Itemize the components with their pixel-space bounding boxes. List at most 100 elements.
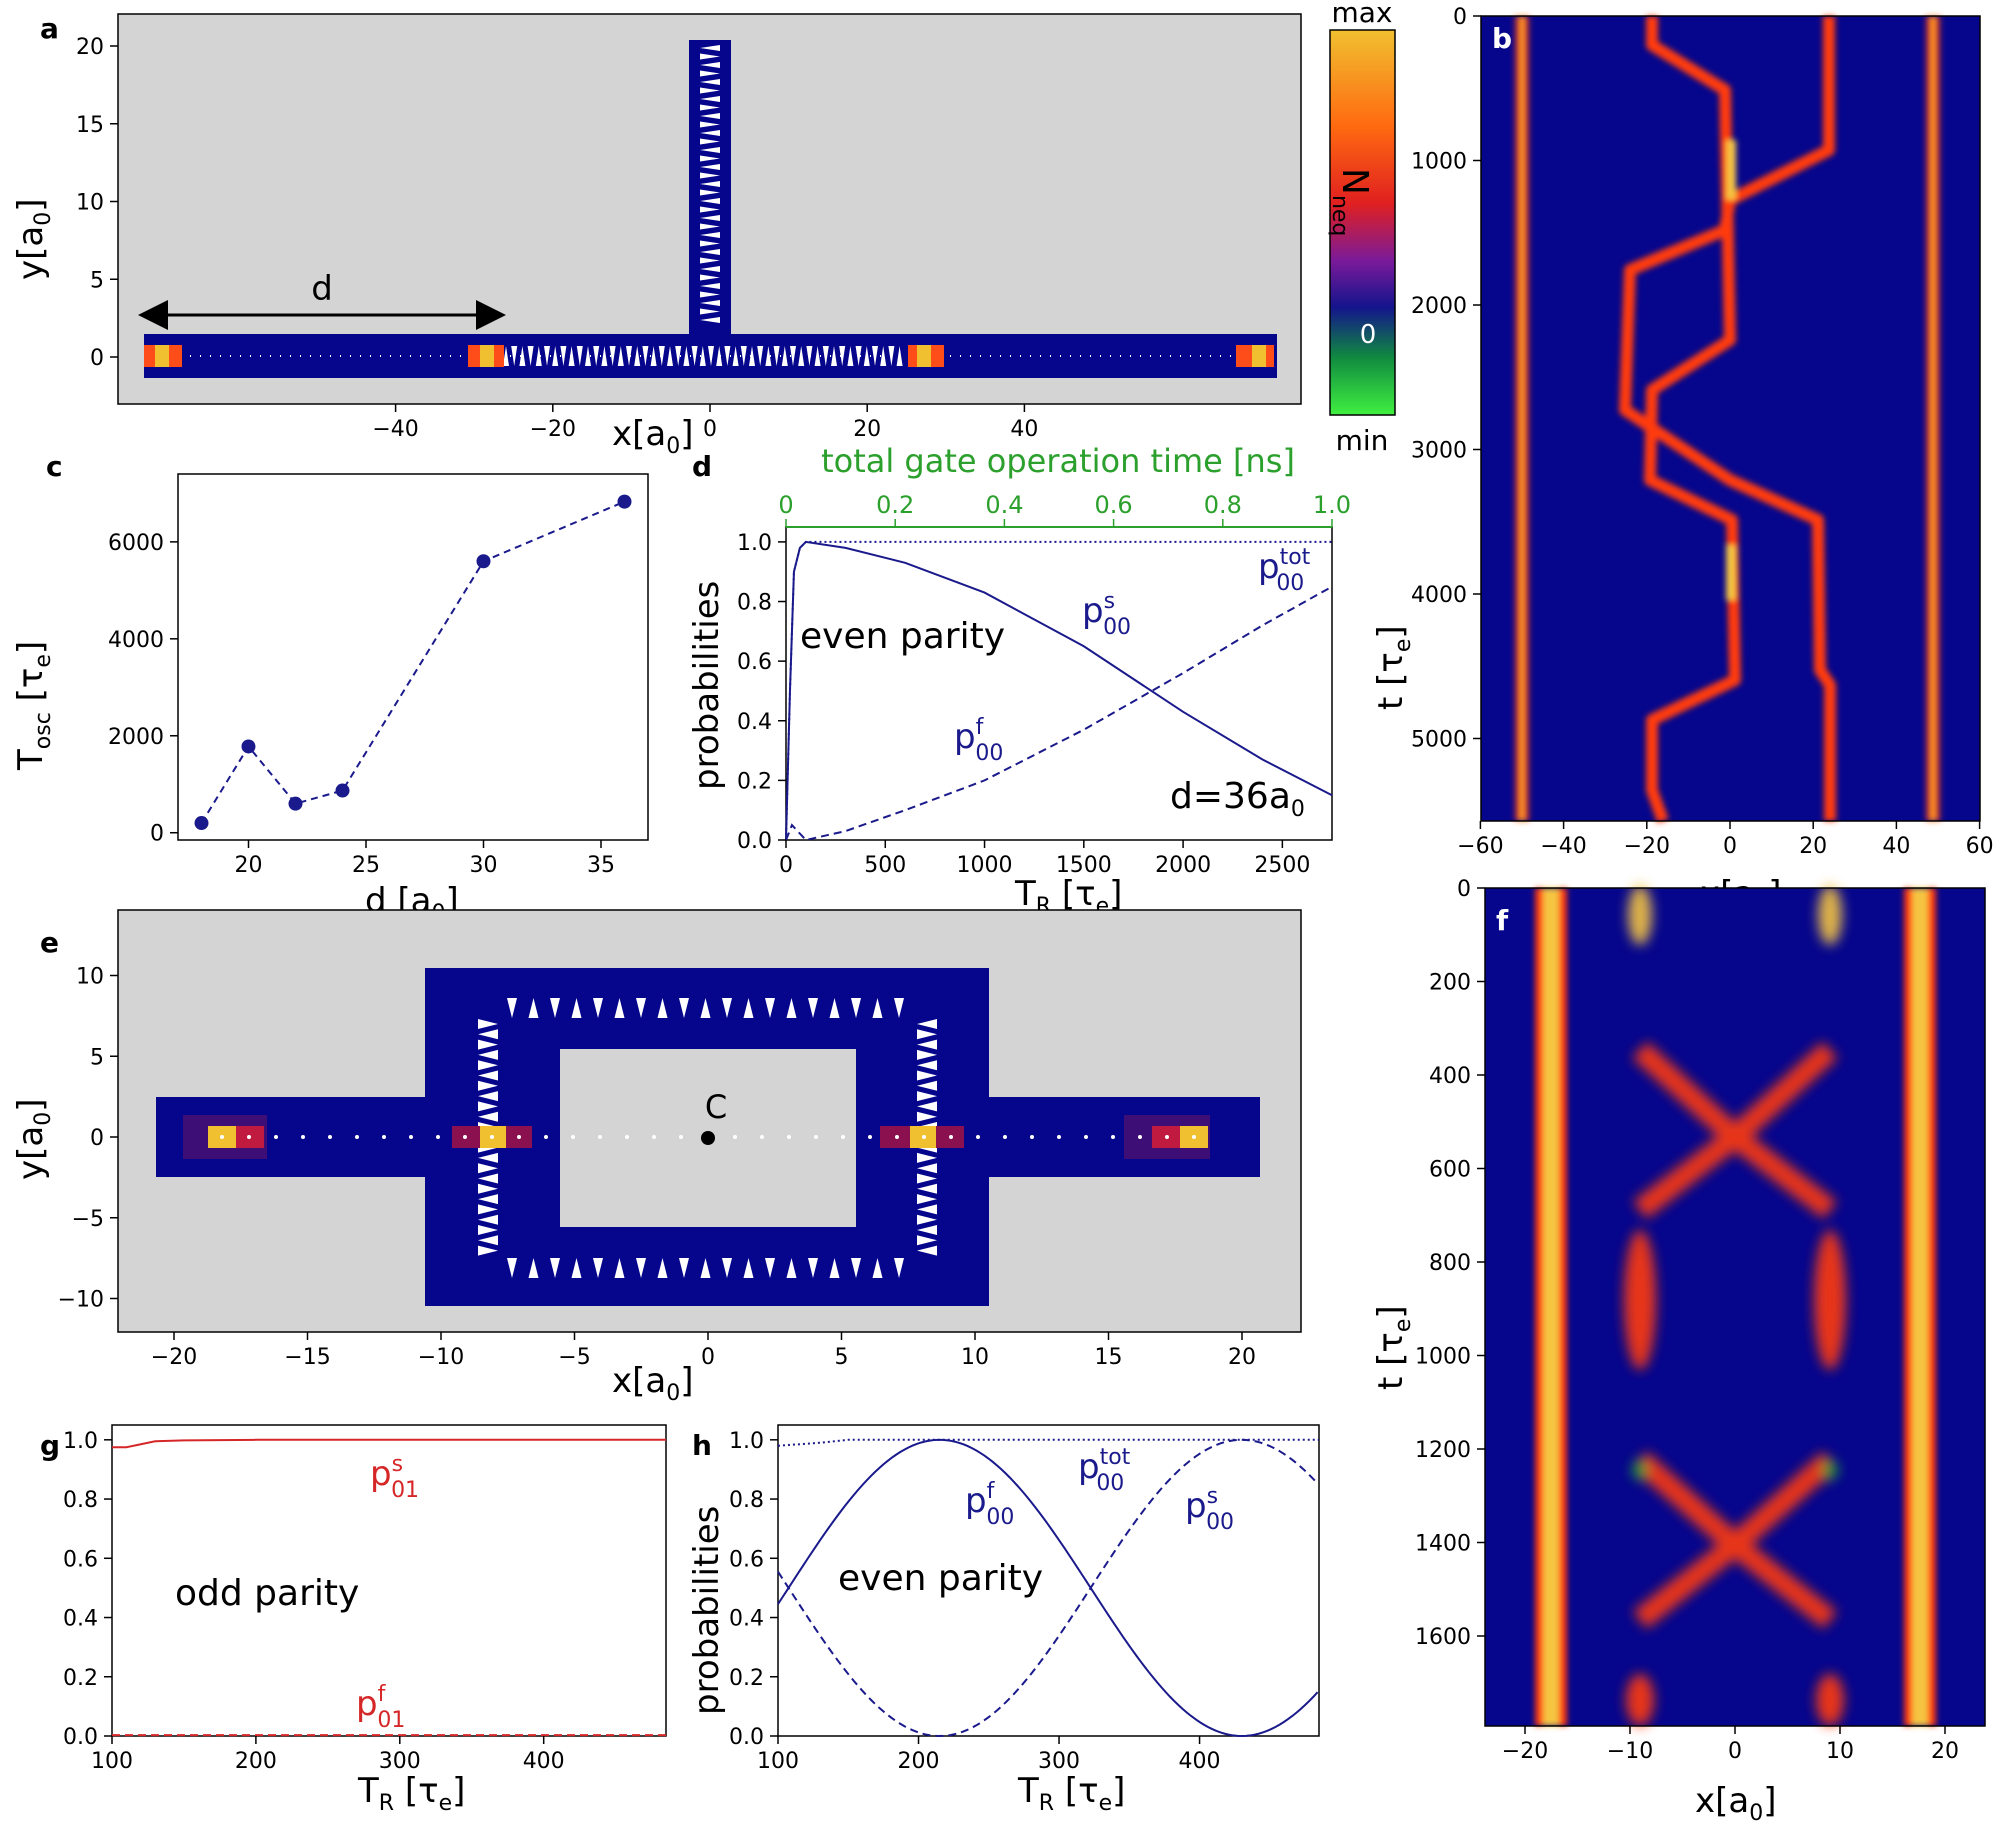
panel-f-xticks: −20 −10 0 10 20 xyxy=(1502,1726,1959,1764)
spin-arrow xyxy=(478,1049,498,1060)
panel-h-y-tick-label: 0.6 xyxy=(729,1547,764,1572)
d-label: d xyxy=(311,269,333,309)
panel-b-x-tick-label: −40 xyxy=(1540,834,1586,859)
panel-a-xticks: −40 −20 0 20 40 xyxy=(372,404,1038,442)
vertical-wire xyxy=(689,40,731,336)
spin-arrow xyxy=(700,223,720,230)
spin-arrow xyxy=(700,130,720,136)
spin-arrow xyxy=(917,1029,937,1040)
panel-g-x-tick-label: 200 xyxy=(235,1749,277,1774)
spin-arrow xyxy=(700,45,720,51)
panel-f-y-tick-label: 1400 xyxy=(1415,1532,1471,1557)
spin-arrow xyxy=(917,1235,937,1246)
colorbar-zero-label: 0 xyxy=(1360,320,1377,350)
spin-arrow xyxy=(478,1204,498,1215)
panel-e-x-tick-label: 5 xyxy=(835,1345,849,1370)
spin-arrow xyxy=(808,998,818,1018)
panel-h-x-tick-label: 300 xyxy=(1038,1749,1080,1774)
spin-arrow xyxy=(724,346,731,366)
spin-arrow xyxy=(917,1214,937,1225)
spin-arrow xyxy=(829,1258,840,1278)
spin-arrow xyxy=(560,346,567,366)
panel-g-parity-text: odd parity xyxy=(175,1573,359,1614)
panel-b-y-tick-label: 3000 xyxy=(1411,439,1467,464)
panel-e-x-tick-label: 20 xyxy=(1228,1345,1256,1370)
panel-g: g 100 200 300 400 0.0 0.2 0.4 0.6 0.8 1.0 odd pa… xyxy=(40,1424,667,1816)
panel-f-y-tick-label: 400 xyxy=(1429,1064,1471,1089)
panel-h-xlabel: TR [τe] xyxy=(1017,1771,1125,1816)
panel-h-y-tick-label: 1.0 xyxy=(729,1429,764,1454)
spin-arrow xyxy=(609,346,616,366)
spin-arrow xyxy=(683,346,690,366)
panel-c-yticks: 0 2000 4000 6000 xyxy=(108,531,178,847)
panel-c-x-tick-label: 20 xyxy=(235,853,263,878)
panel-e-y-tick-label: 5 xyxy=(90,1045,104,1070)
panel-d-xticks: 0 500 1000 1500 2000 2500 xyxy=(779,840,1310,878)
panel-c-dashed-line xyxy=(200,500,625,824)
spin-arrow xyxy=(894,998,904,1018)
spin-arrow xyxy=(765,1258,775,1278)
data-point xyxy=(476,554,491,569)
panel-d-lines xyxy=(785,540,1333,842)
panel-e-x-tick-label: −15 xyxy=(284,1345,330,1370)
spin-arrow xyxy=(571,998,582,1018)
spin-arrow xyxy=(650,346,657,366)
series-p00f xyxy=(777,1438,1319,1737)
panel-g-y-tick-label: 0.0 xyxy=(63,1725,98,1750)
panel-f-y-tick-label: 800 xyxy=(1429,1251,1471,1276)
spin-arrow xyxy=(790,346,796,366)
spin-arrow xyxy=(478,1080,498,1091)
series-p00s xyxy=(777,1438,1319,1738)
spin-arrow xyxy=(571,1258,582,1278)
spin-arrow xyxy=(700,291,720,298)
panel-e-x-tick-label: −5 xyxy=(558,1345,590,1370)
panel-b-y-tick-label: 1000 xyxy=(1411,150,1467,175)
series-p00tot xyxy=(777,1438,1319,1447)
spin-arrow xyxy=(732,346,739,366)
spin-arrow xyxy=(888,346,895,366)
spin-arrow xyxy=(478,1019,498,1029)
panel-h-x-tick-label: 100 xyxy=(757,1749,799,1774)
spin-arrow xyxy=(528,1258,539,1278)
spin-arrow xyxy=(700,53,720,60)
panel-f-label: f xyxy=(1496,904,1509,937)
spin-arrow xyxy=(806,346,813,366)
panel-f-xlabel: x[a0] xyxy=(1695,1781,1777,1824)
series-p00f xyxy=(785,585,1333,842)
panel-c-points xyxy=(194,494,632,831)
panel-g-pf-label: pf 01 xyxy=(356,1682,405,1733)
spin-arrow xyxy=(917,1080,937,1091)
colorbar-gradient xyxy=(1329,29,1396,416)
panel-a-x-tick-label: 40 xyxy=(1010,417,1038,442)
spin-arrow xyxy=(863,346,870,366)
spin-arrow xyxy=(691,346,698,366)
spin-arrow xyxy=(743,1258,754,1278)
spin-arrow xyxy=(700,138,720,145)
colorbar-min-label: min xyxy=(1336,424,1389,457)
panel-e-y-tick-label: 0 xyxy=(90,1126,104,1151)
panel-f-y-tick-label: 1600 xyxy=(1415,1625,1471,1650)
spin-arrow xyxy=(544,346,550,366)
panel-f-y-tick-label: 1000 xyxy=(1415,1345,1471,1370)
panel-d-x-tick-label: 1500 xyxy=(1056,853,1112,878)
panel-a-y-tick-label: 10 xyxy=(76,191,104,216)
panel-d-yticks: 0.0 0.2 0.4 0.6 0.8 1.0 xyxy=(737,531,786,854)
spin-arrow xyxy=(657,1258,668,1278)
spin-arrow xyxy=(700,155,720,162)
panel-f-y-tick-label: 1200 xyxy=(1415,1438,1471,1463)
spin-arrow xyxy=(507,1258,517,1278)
spin-arrow xyxy=(550,998,560,1018)
panel-b-y-tick-label: 0 xyxy=(1453,5,1467,30)
spin-arrow xyxy=(478,1163,498,1174)
spin-arrow xyxy=(614,998,625,1018)
spin-arrow xyxy=(478,1111,498,1122)
spin-arrow xyxy=(535,346,542,366)
spin-arrow xyxy=(593,346,600,366)
spin-arrow xyxy=(831,346,837,366)
spin-arrow xyxy=(528,998,539,1018)
spin-arrow xyxy=(478,1039,498,1050)
panel-b-ylabel: t [τe] xyxy=(1371,625,1416,710)
spin-arrow xyxy=(700,300,720,306)
